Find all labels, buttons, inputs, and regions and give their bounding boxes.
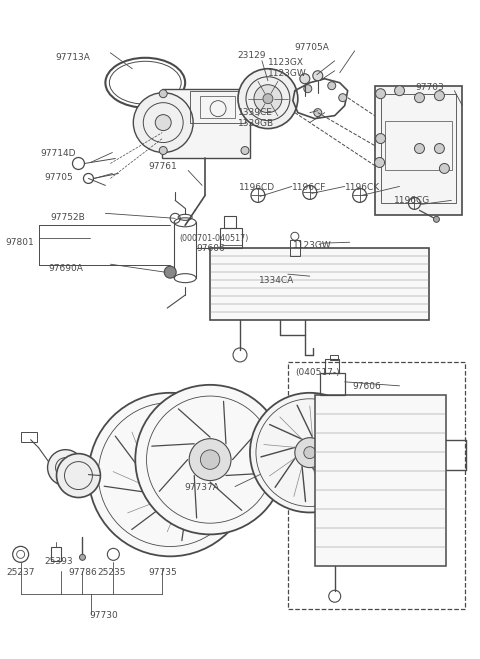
Text: 97705A: 97705A (295, 43, 330, 52)
Text: 1339GB: 1339GB (238, 119, 274, 128)
Text: 97761: 97761 (148, 163, 177, 171)
Circle shape (374, 158, 384, 167)
Text: 1123GW: 1123GW (268, 69, 307, 78)
Circle shape (145, 450, 195, 499)
Circle shape (80, 554, 85, 560)
Circle shape (238, 69, 298, 129)
Circle shape (164, 266, 176, 278)
Circle shape (133, 93, 193, 152)
Text: 23129: 23129 (237, 51, 265, 60)
Text: 97737A: 97737A (184, 482, 219, 492)
Circle shape (395, 86, 405, 96)
Text: 97713A: 97713A (56, 53, 90, 62)
Text: 1339CE: 1339CE (238, 107, 273, 117)
Text: 97606: 97606 (196, 244, 225, 253)
Circle shape (314, 109, 322, 117)
Bar (374, 86, 462, 215)
Circle shape (434, 91, 444, 101)
Bar (224, 216, 236, 228)
Circle shape (241, 90, 249, 98)
Circle shape (159, 90, 167, 98)
Text: 1123GW: 1123GW (293, 241, 332, 250)
Circle shape (57, 453, 100, 498)
Circle shape (433, 216, 439, 222)
Circle shape (189, 439, 231, 480)
Text: 97714D: 97714D (41, 148, 76, 158)
Bar (50, 548, 60, 561)
Text: 1196CF: 1196CF (292, 183, 326, 192)
Bar (330, 355, 338, 360)
Bar (384, 121, 452, 171)
Circle shape (415, 93, 424, 103)
Bar (290, 241, 300, 256)
Bar (210, 248, 430, 320)
Circle shape (304, 85, 312, 93)
Circle shape (135, 385, 285, 534)
Circle shape (313, 71, 323, 80)
Bar (21, 432, 36, 442)
Circle shape (304, 447, 316, 459)
Circle shape (415, 144, 424, 154)
Bar (320, 373, 345, 395)
Bar (190, 91, 245, 123)
Circle shape (295, 438, 325, 468)
Text: 97752B: 97752B (50, 214, 85, 222)
Bar (325, 359, 339, 373)
Text: 97801: 97801 (6, 239, 35, 247)
Bar (315, 395, 446, 566)
Circle shape (439, 163, 449, 173)
Text: 25235: 25235 (97, 568, 126, 577)
Bar (288, 362, 465, 609)
Text: 97735: 97735 (148, 568, 177, 577)
Text: 97705: 97705 (45, 173, 73, 183)
Text: 1196CG: 1196CG (394, 196, 430, 206)
Circle shape (158, 463, 182, 487)
Text: 25393: 25393 (45, 558, 73, 566)
Bar (220, 228, 242, 248)
Bar (162, 89, 250, 159)
Circle shape (88, 393, 252, 556)
Bar (288, 362, 465, 609)
Text: 97690A: 97690A (48, 264, 84, 273)
Circle shape (300, 74, 310, 84)
Text: 97730: 97730 (89, 611, 118, 620)
Circle shape (48, 449, 84, 486)
Bar (381, 94, 456, 204)
Circle shape (200, 450, 220, 469)
Bar (200, 96, 235, 117)
Circle shape (376, 134, 385, 144)
Text: 97786: 97786 (69, 568, 97, 577)
Circle shape (241, 146, 249, 154)
Circle shape (376, 89, 385, 99)
Circle shape (159, 146, 167, 154)
Text: (040517-): (040517-) (295, 368, 339, 377)
Circle shape (263, 94, 273, 103)
Text: 25237: 25237 (7, 568, 35, 577)
Circle shape (328, 82, 336, 90)
Text: 97703: 97703 (416, 83, 444, 92)
Text: 1196CD: 1196CD (239, 183, 275, 192)
Text: 97606: 97606 (353, 382, 382, 391)
Text: 1334CA: 1334CA (259, 276, 294, 285)
Circle shape (250, 393, 370, 513)
Circle shape (434, 144, 444, 154)
Circle shape (254, 85, 282, 113)
Circle shape (155, 115, 171, 130)
Text: 1196CK: 1196CK (345, 183, 380, 192)
Circle shape (339, 94, 347, 101)
Text: 1123GX: 1123GX (268, 58, 304, 67)
Text: (000701-040517): (000701-040517) (179, 235, 249, 243)
